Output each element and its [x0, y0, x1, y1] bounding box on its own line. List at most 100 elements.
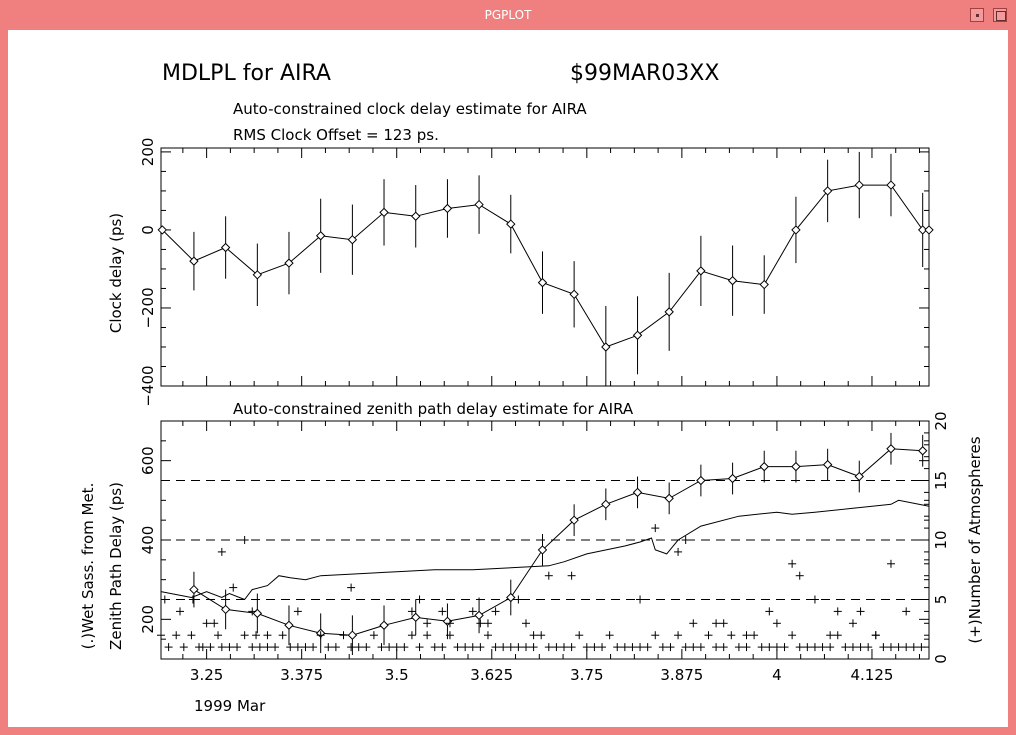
atmosphere-count-marker: [643, 643, 652, 652]
clock-delay-panel: −400 −200 0 200: [139, 138, 934, 407]
atmosphere-count-marker: [521, 643, 530, 652]
wet-sass-axis-label: (.)Wet Sass. from Met.: [79, 483, 97, 650]
wet-saastamoinen-line: [160, 499, 930, 601]
zenith-delay-point: [537, 545, 548, 555]
atmosphere-count-marker: [206, 643, 215, 652]
clock-delay-axis-label: Clock delay (ps): [107, 213, 125, 333]
atmosphere-count-marker: [248, 643, 257, 652]
zenith-delay-point: [569, 515, 579, 525]
atmosphere-count-marker: [544, 571, 553, 580]
clock-delay-point: [189, 256, 199, 266]
atmosphere-count-marker: [214, 631, 223, 640]
atmosphere-count-marker: [871, 631, 880, 640]
atmosphere-count-marker: [788, 631, 797, 640]
atmosphere-count-marker: [407, 631, 416, 640]
zenith-delay-line: [193, 448, 923, 636]
atmosphere-count-marker: [415, 643, 424, 652]
atmosphere-count-marker: [491, 607, 500, 616]
atmosphere-count-marker: [491, 643, 500, 652]
atmosphere-count-marker: [423, 631, 432, 640]
atmosphere-count-marker: [909, 643, 918, 652]
atmosphere-count-marker: [848, 643, 857, 652]
atmosphere-count-marker: [172, 631, 181, 640]
atmosphere-count-marker: [309, 643, 318, 652]
atmosphere-count-marker: [886, 559, 895, 568]
zenith-delay-point: [917, 446, 928, 456]
atmosphere-count-marker: [674, 631, 683, 640]
atmosphere-count-marker: [856, 607, 865, 616]
atmosphere-count-marker: [598, 643, 607, 652]
clock-delay-point: [347, 234, 358, 245]
zenith-delay-point: [664, 493, 674, 504]
atmosphere-count-marker: [354, 643, 363, 652]
atmosphere-count-marker: [719, 643, 728, 652]
atmosphere-count-marker: [514, 595, 523, 604]
atmosphere-count-marker: [324, 643, 333, 652]
atmosphere-count-marker: [765, 607, 774, 616]
atmosphere-count-marker: [198, 643, 207, 652]
clock-delay-point: [696, 266, 706, 276]
window-title: PGPLOT: [484, 8, 532, 22]
atmosphere-count-marker: [240, 536, 249, 544]
clock-delay-point: [474, 199, 484, 210]
zenith-delay-point: [347, 630, 358, 640]
atmosphere-count-marker: [628, 643, 637, 652]
clock-delay-point: [411, 211, 421, 221]
window-titlebar[interactable]: PGPLOT: [0, 0, 1016, 30]
x-tick-label: 4.125: [850, 666, 893, 684]
maximize-button[interactable]: [993, 8, 1007, 22]
atmosphere-count-marker: [415, 595, 424, 604]
zenith-delay-point: [759, 461, 769, 472]
atmosphere-count-marker: [468, 643, 477, 652]
zenith-delay-point: [791, 461, 801, 472]
atmosphere-count-marker: [719, 619, 728, 628]
clock-delay-point: [506, 219, 516, 229]
atmosphere-count-marker: [483, 619, 492, 628]
plot-frame: [160, 147, 930, 387]
zenith-delay-point: [601, 499, 611, 510]
rms-clock-offset: RMS Clock Offset = 123 ps.: [233, 126, 439, 144]
clock-delay-point: [759, 279, 769, 290]
atmosphere-count-marker: [483, 631, 492, 640]
atmosphere-count-marker: [575, 631, 584, 640]
right-y-tick-label: 20: [932, 411, 950, 430]
zenith-delay-axis-label: Zenith Path Delay (ps): [107, 482, 125, 650]
right-y-tick-label: 0: [932, 654, 950, 664]
atmosphere-count-marker: [252, 631, 261, 640]
atmosphere-count-marker: [400, 643, 409, 652]
y-tick-label: 200: [139, 138, 157, 167]
zenith-delay-point: [252, 608, 263, 619]
right-y-tick-label: 10: [932, 530, 950, 549]
atmosphere-count-marker: [438, 607, 447, 616]
atmosphere-count-marker: [217, 547, 226, 556]
atmosphere-count-marker: [902, 643, 911, 652]
x-tick-label: 3.75: [570, 666, 603, 684]
atmosphere-count-marker: [499, 643, 508, 652]
atmospheres-axis-label: (+)Number of Atmospheres: [966, 436, 984, 643]
atmosphere-count-marker: [476, 643, 485, 652]
session-name: $99MAR03XX: [570, 61, 719, 86]
y-tick-label: 400: [139, 526, 157, 555]
minimize-button[interactable]: [970, 8, 984, 22]
atmosphere-count-marker: [514, 643, 523, 652]
atmosphere-count-marker: [826, 643, 835, 652]
atmosphere-count-marker: [795, 643, 804, 652]
atmosphere-count-marker: [476, 619, 485, 628]
zenith-delay-point: [506, 592, 516, 603]
atmosphere-count-marker: [255, 643, 264, 652]
x-tick-label: 3.625: [470, 666, 513, 684]
clock-delay-point: [924, 225, 934, 235]
zenith-delay-point: [822, 459, 833, 470]
atmosphere-count-marker: [179, 643, 188, 652]
clock-delay-point: [822, 186, 833, 196]
right-y-tick-label: 5: [932, 595, 950, 605]
clock-delay-point: [220, 242, 231, 253]
atmosphere-count-marker: [453, 643, 462, 652]
clock-delay-point: [442, 203, 453, 214]
y-tick-label: 600: [139, 446, 157, 475]
atmosphere-count-marker: [377, 643, 386, 652]
atmosphere-count-marker: [674, 547, 683, 556]
atmosphere-count-marker: [506, 643, 515, 652]
atmosphere-count-marker: [187, 631, 196, 640]
atmosphere-count-marker: [301, 643, 310, 652]
